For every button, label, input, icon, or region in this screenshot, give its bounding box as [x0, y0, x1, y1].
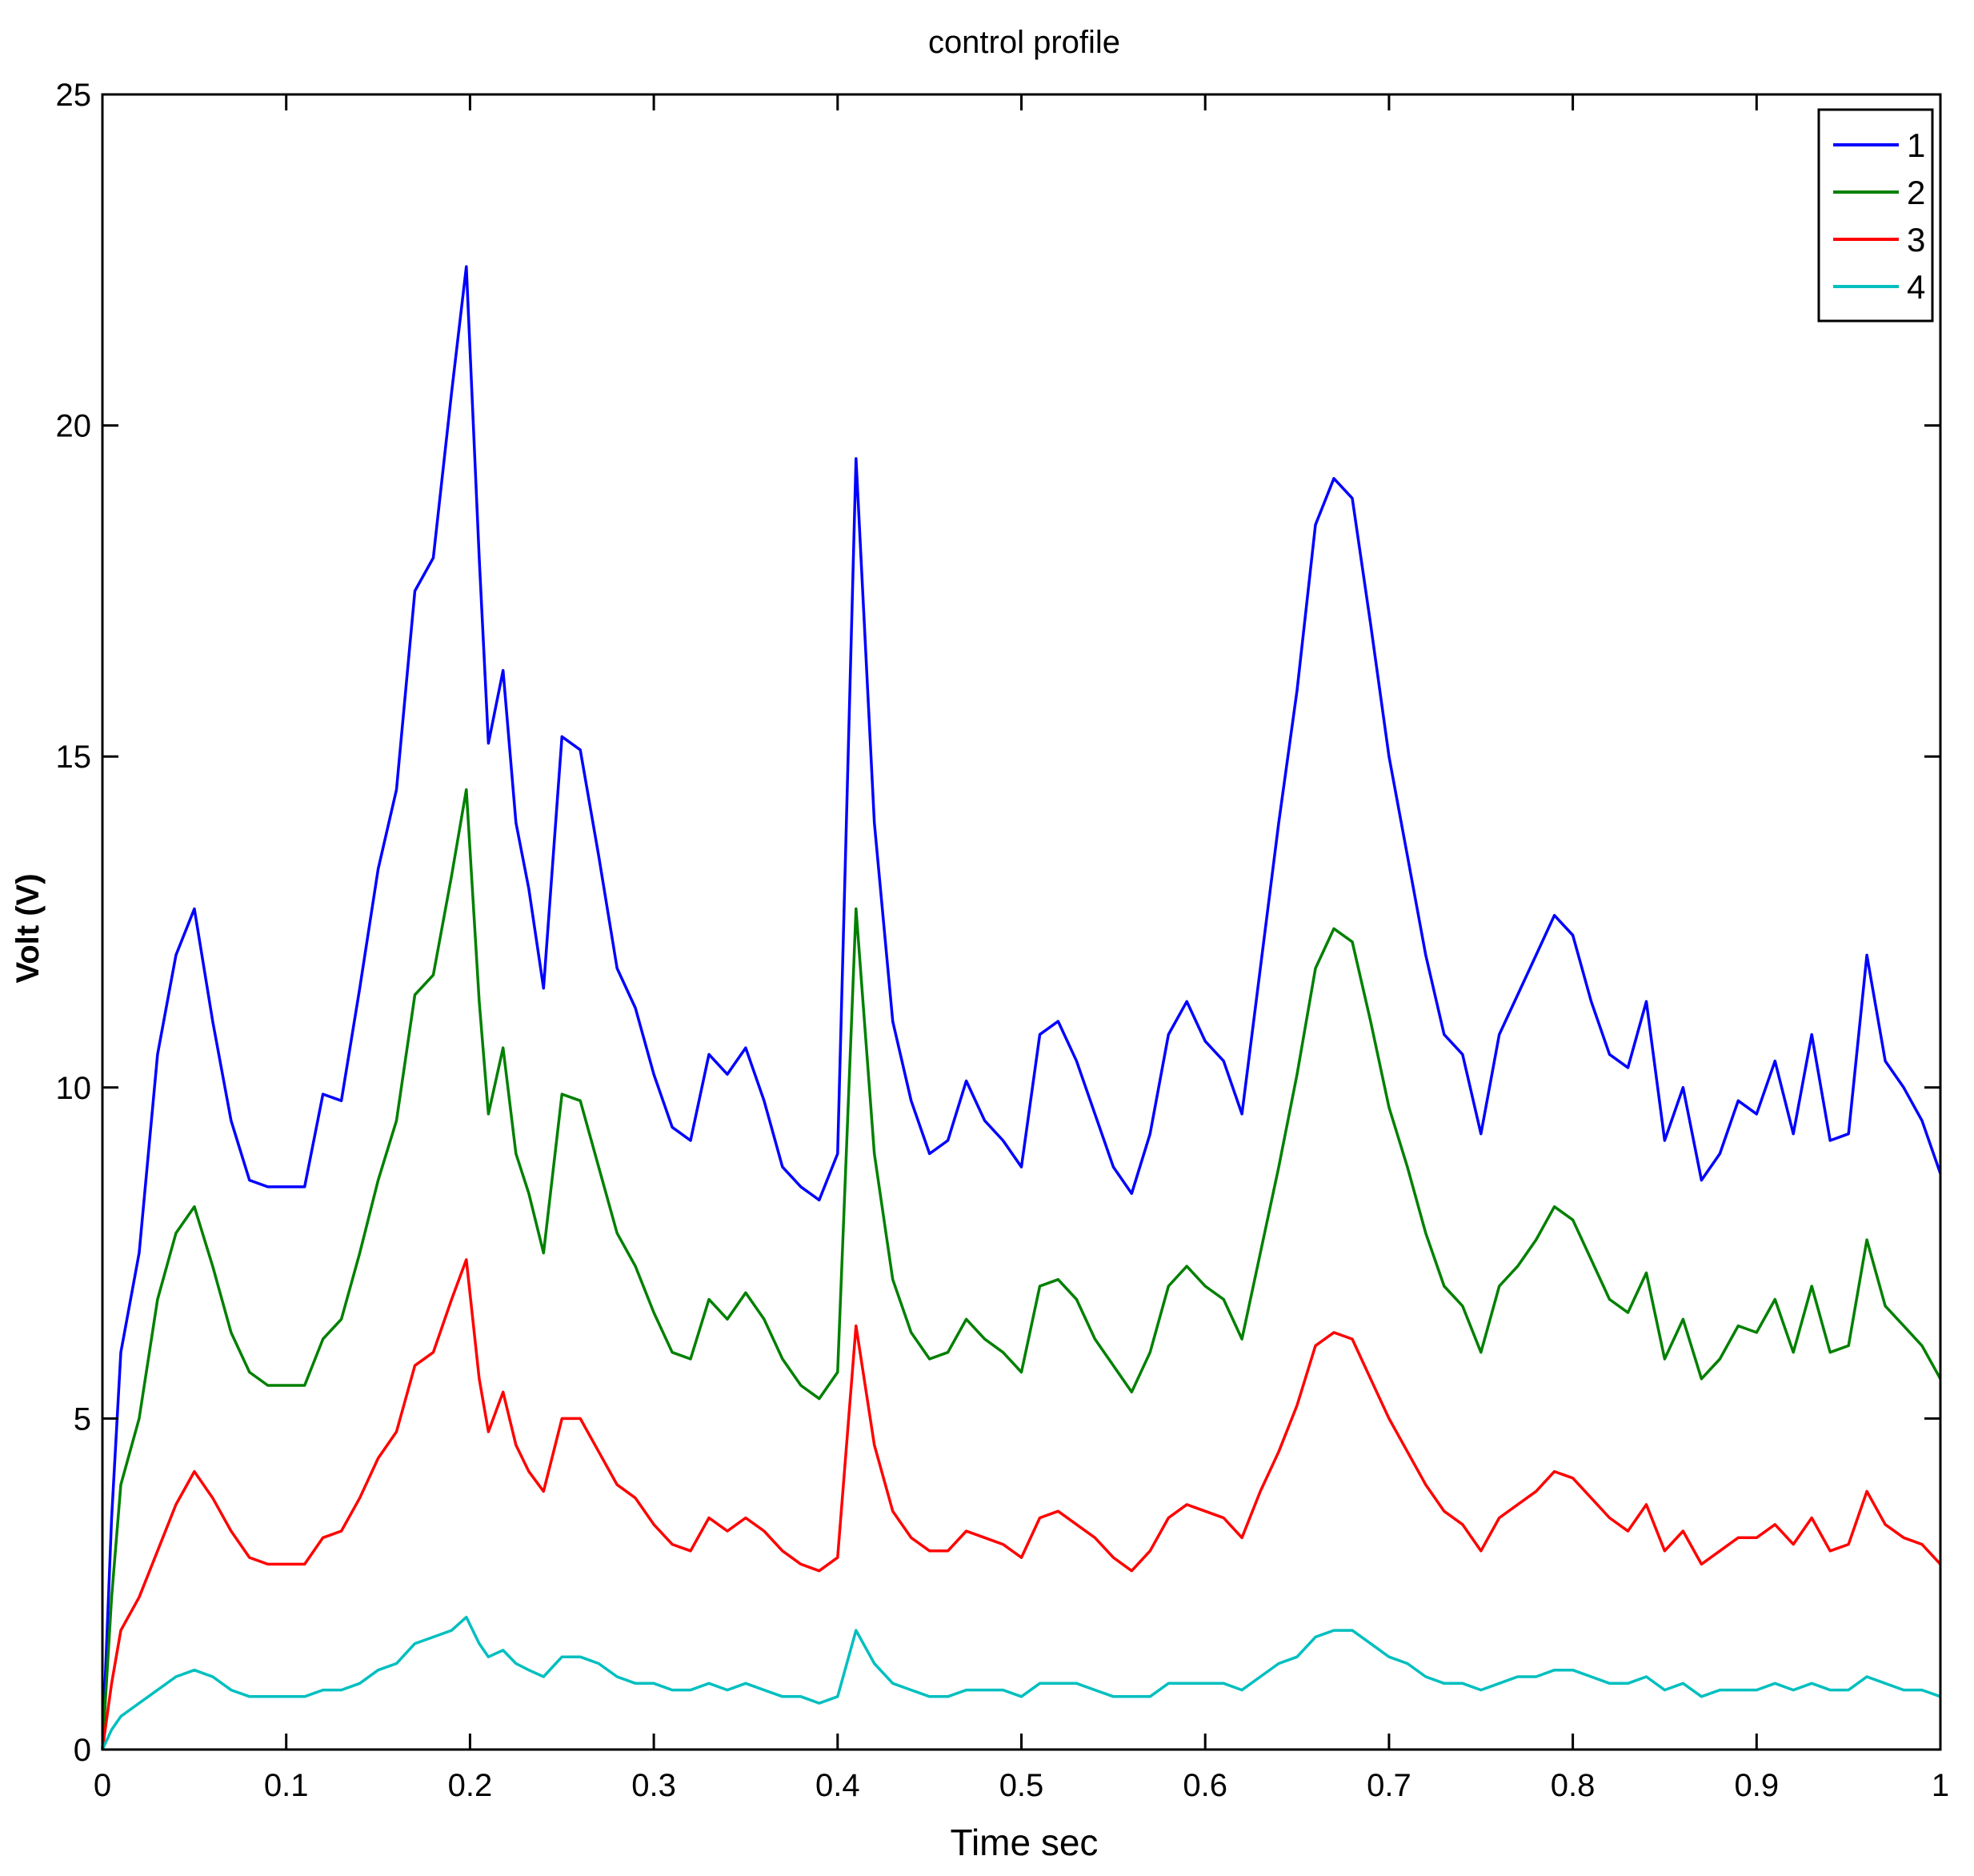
- x-tick-label: 1: [1932, 1768, 1949, 1803]
- x-tick-label: 0: [94, 1768, 111, 1803]
- chart-title: control profile: [928, 25, 1120, 60]
- x-tick-label: 0.4: [815, 1768, 860, 1803]
- legend: 1 2 3 4: [1817, 108, 1934, 323]
- series-line-4: [101, 1615, 1941, 1750]
- series-line-2: [101, 788, 1942, 1750]
- x-tick-label: 0.6: [1183, 1768, 1227, 1803]
- legend-label-3: 3: [1907, 221, 1925, 259]
- y-tick-label: 5: [74, 1401, 91, 1437]
- series-line-3: [101, 1258, 1942, 1750]
- y-tick-label: 20: [56, 409, 92, 444]
- x-tick-label: 0.8: [1551, 1768, 1596, 1803]
- x-tick-label: 0.3: [631, 1768, 676, 1803]
- series-line-1: [101, 265, 1942, 1750]
- y-axis-label: Volt (V): [10, 873, 46, 983]
- legend-label-2: 2: [1907, 174, 1925, 211]
- x-tick-label: 0.5: [999, 1768, 1044, 1803]
- y-tick-label: 25: [56, 78, 92, 113]
- y-tick-label: 15: [56, 740, 92, 775]
- legend-label-1: 1: [1907, 126, 1925, 164]
- legend-label-4: 4: [1907, 268, 1925, 306]
- x-tick-label: 0.2: [448, 1768, 493, 1803]
- x-tick-label: 0.7: [1367, 1768, 1411, 1803]
- x-tick-label: 0.9: [1734, 1768, 1779, 1803]
- x-axis-label: Time sec: [951, 1822, 1099, 1863]
- y-tick-label: 0: [74, 1733, 91, 1768]
- x-tick-label: 0.1: [264, 1768, 309, 1803]
- series-layer: [101, 265, 1942, 1750]
- y-tick-label: 10: [56, 1071, 92, 1106]
